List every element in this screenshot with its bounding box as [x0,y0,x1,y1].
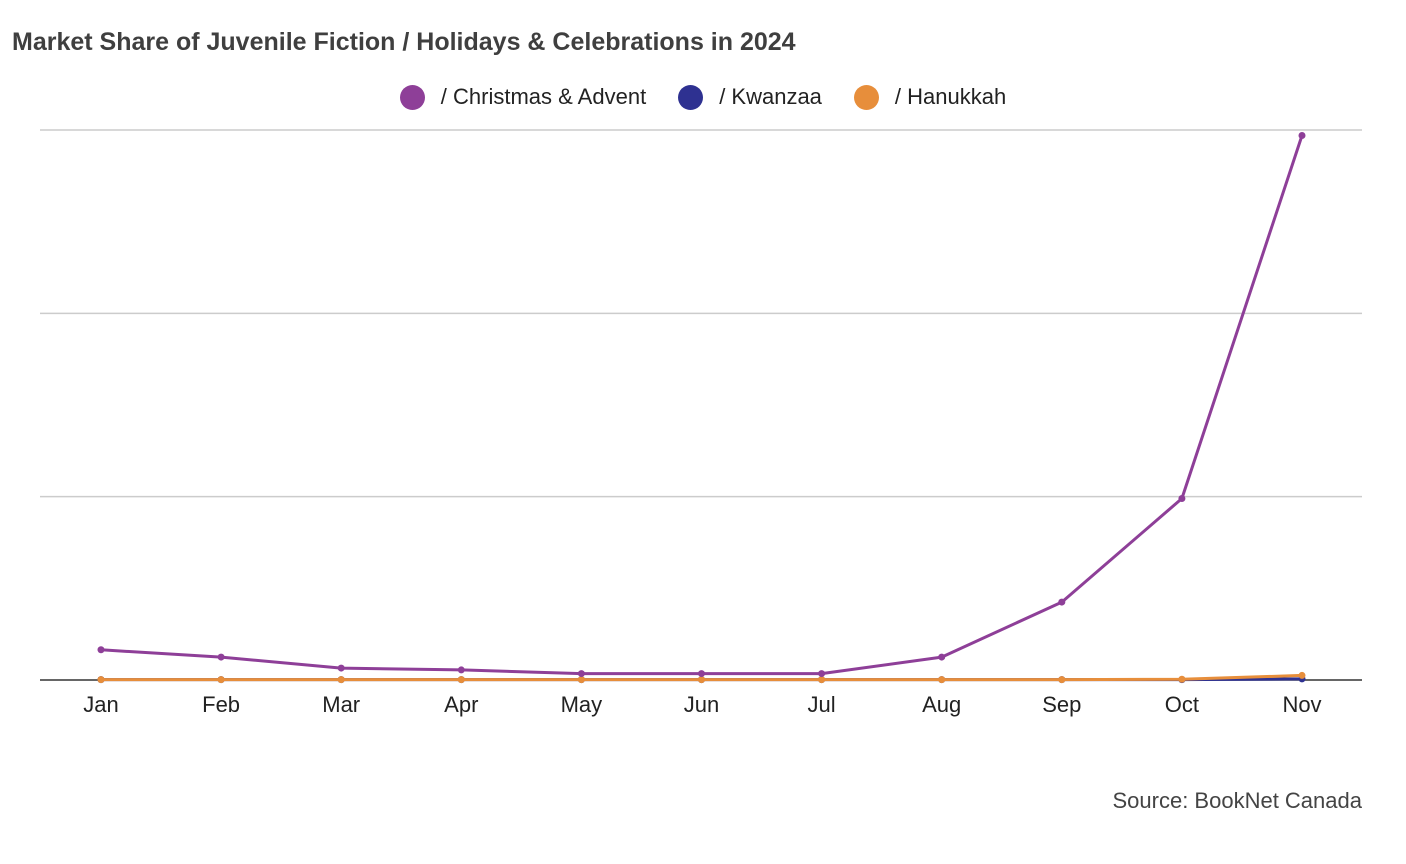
x-tick-label-may: May [561,692,603,717]
x-tick-label-sep: Sep [1042,692,1081,717]
series-2-point-feb [217,676,225,684]
legend-swatch-0 [399,84,425,110]
series-2-point-jul [818,676,826,684]
x-tick-label-jun: Jun [684,692,719,717]
x-tick-label-feb: Feb [202,692,240,717]
series-2-point-may [577,676,585,684]
legend-label-0: / Christmas & Advent [440,84,647,109]
series-0-line [99,134,1304,676]
legend-item-0: / Christmas & Advent [399,84,647,110]
series-2-point-apr [457,676,465,684]
series-0-point-aug [938,653,946,661]
series-2-point-aug [938,676,946,684]
series-0-point-jun [698,670,705,678]
series-2-point-nov [1298,671,1306,679]
legend-label-1: / Kwanzaa [719,84,822,109]
series-0-point-feb [217,653,225,661]
series-0-point-may [577,670,585,678]
series-0-point-jan [97,646,105,654]
x-tick-label-nov: Nov [1282,692,1321,717]
series-0-point-oct [1178,495,1186,502]
x-tick-label-jul: Jul [808,692,836,717]
chart-title: Market Share of Juvenile Fiction / Holid… [12,28,796,56]
x-tick-label-mar: Mar [322,692,360,717]
x-tick-label-oct: Oct [1165,692,1199,717]
chart-legend: / Christmas & Advent / Kwanzaa / Hanukkah [0,84,1406,110]
series-2-point-sep [1058,676,1066,684]
series-0-point-jul [818,670,826,678]
series-0-point-mar [337,664,345,672]
x-tick-label-apr: Apr [444,692,478,717]
series-2-point-mar [337,676,345,684]
x-tick-label-aug: Aug [922,692,961,717]
legend-item-1: / Kwanzaa [678,84,822,110]
legend-label-2: / Hanukkah [894,84,1007,109]
series-2-point-jan [97,676,105,684]
x-tick-label-jan: Jan [83,692,118,717]
source-note: Source: BookNet Canada [1112,788,1363,813]
series-2-point-oct [1178,675,1186,683]
series-0-point-sep [1058,598,1066,606]
legend-item-2: / Hanukkah [853,84,1007,110]
series-2-point-jun [698,676,705,684]
series-0-point-apr [457,666,465,674]
legend-swatch-1 [678,84,704,110]
series-0-point-nov [1298,132,1306,139]
legend-swatch-2 [853,84,879,110]
